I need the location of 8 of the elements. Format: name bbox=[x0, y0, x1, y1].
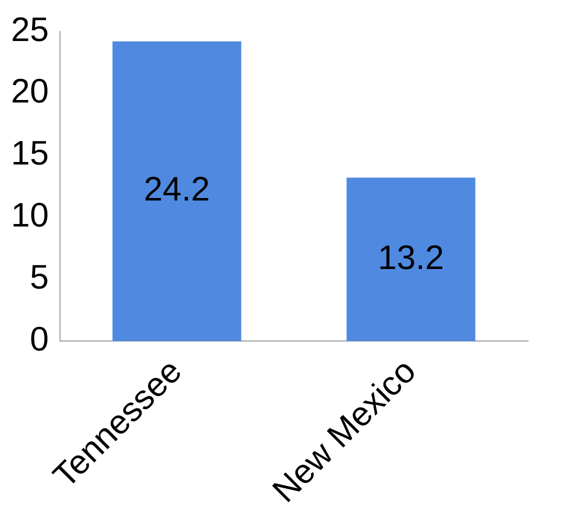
y-tick-label: 15 bbox=[10, 134, 49, 173]
data-label: 13.2 bbox=[378, 238, 444, 277]
y-tick-label: 5 bbox=[30, 258, 49, 297]
y-tick-label: 25 bbox=[10, 10, 49, 49]
y-tick-label: 20 bbox=[10, 72, 49, 111]
data-label: 24.2 bbox=[144, 170, 210, 209]
y-tick-label: 10 bbox=[10, 196, 49, 235]
y-tick-label: 0 bbox=[30, 320, 49, 359]
